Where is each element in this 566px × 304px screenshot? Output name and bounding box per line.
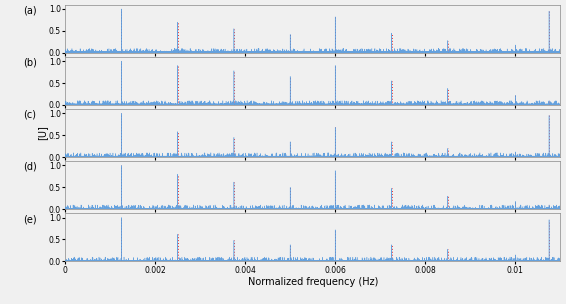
X-axis label: Normalized frequency (Hz): Normalized frequency (Hz) bbox=[247, 277, 378, 287]
Text: (c): (c) bbox=[23, 110, 36, 120]
Text: (e): (e) bbox=[23, 214, 37, 224]
Text: (a): (a) bbox=[23, 5, 37, 16]
Y-axis label: [U]: [U] bbox=[37, 126, 48, 140]
Text: (d): (d) bbox=[23, 162, 37, 172]
Text: (b): (b) bbox=[23, 58, 37, 68]
